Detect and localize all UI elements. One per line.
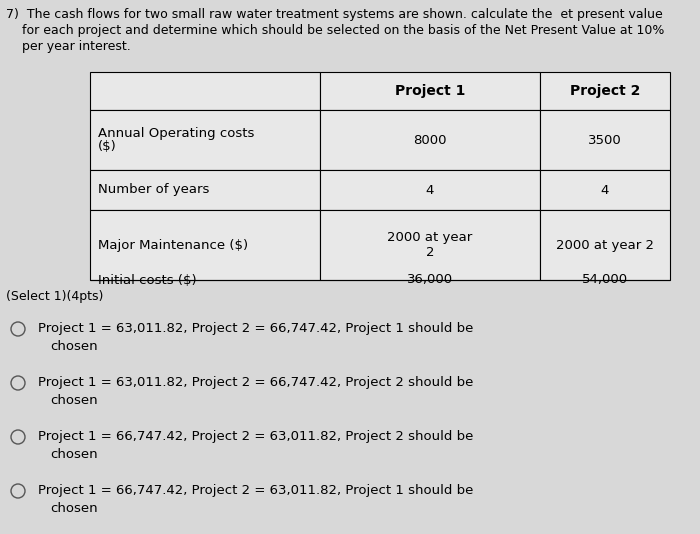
Text: 36,000: 36,000: [407, 273, 453, 287]
Text: Project 1 = 66,747.42, Project 2 = 63,011.82, Project 2 should be: Project 1 = 66,747.42, Project 2 = 63,01…: [38, 430, 473, 443]
Text: 8000: 8000: [413, 134, 447, 146]
Text: per year interest.: per year interest.: [6, 40, 131, 53]
Bar: [90, 72, 320, 110]
Text: 4: 4: [601, 184, 609, 197]
Bar: [540, 170, 670, 210]
Text: for each project and determine which should be selected on the basis of the Net : for each project and determine which sho…: [6, 24, 664, 37]
Text: 2000 at year 2: 2000 at year 2: [556, 239, 654, 252]
Bar: [320, 210, 540, 280]
Bar: [320, 170, 540, 210]
Bar: [540, 210, 670, 280]
Text: Project 2: Project 2: [570, 84, 640, 98]
Bar: [320, 110, 540, 170]
Text: Project 1 = 66,747.42, Project 2 = 63,011.82, Project 1 should be: Project 1 = 66,747.42, Project 2 = 63,01…: [38, 484, 473, 497]
Text: Major Maintenance ($): Major Maintenance ($): [98, 239, 248, 252]
Text: chosen: chosen: [50, 502, 97, 515]
Text: chosen: chosen: [50, 394, 97, 407]
Bar: [540, 110, 670, 170]
Bar: [90, 170, 320, 210]
Text: Annual Operating costs: Annual Operating costs: [98, 127, 254, 139]
Text: 54,000: 54,000: [582, 273, 628, 287]
Bar: [90, 110, 320, 170]
Text: 4: 4: [426, 184, 434, 197]
Bar: [90, 210, 320, 280]
Text: chosen: chosen: [50, 340, 97, 353]
Text: Project 1 = 63,011.82, Project 2 = 66,747.42, Project 2 should be: Project 1 = 63,011.82, Project 2 = 66,74…: [38, 376, 473, 389]
Text: Initial costs ($): Initial costs ($): [98, 273, 197, 287]
Text: (Select 1)(4pts): (Select 1)(4pts): [6, 290, 104, 303]
Text: 7)  The cash flows for two small raw water treatment systems are shown. calculat: 7) The cash flows for two small raw wate…: [6, 8, 663, 21]
Text: Number of years: Number of years: [98, 184, 209, 197]
Text: chosen: chosen: [50, 448, 97, 461]
Bar: [320, 72, 540, 110]
Text: 3500: 3500: [588, 134, 622, 146]
Bar: [540, 72, 670, 110]
Text: 2000 at year: 2000 at year: [387, 232, 472, 245]
Text: Project 1 = 63,011.82, Project 2 = 66,747.42, Project 1 should be: Project 1 = 63,011.82, Project 2 = 66,74…: [38, 322, 473, 335]
Text: Project 1: Project 1: [395, 84, 466, 98]
Text: ($): ($): [98, 140, 117, 153]
Text: 2: 2: [426, 246, 434, 258]
